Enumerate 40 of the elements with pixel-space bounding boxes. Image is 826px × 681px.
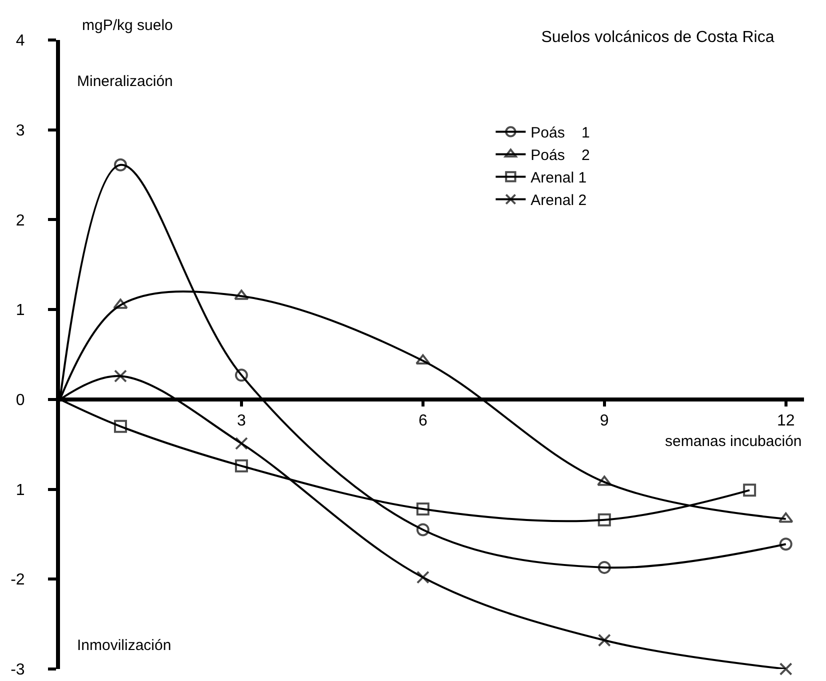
y-tick-label: -3 <box>10 662 25 679</box>
x-axis-title: semanas incubación <box>665 433 802 450</box>
point <box>416 502 430 516</box>
y-tick-label: 1 <box>16 302 25 320</box>
y-tick-label: 3 <box>16 122 25 140</box>
x-tick-label: 3 <box>237 412 246 430</box>
y-tick-label: -2 <box>10 572 25 589</box>
point <box>234 459 248 472</box>
legend-label: Poás 1 <box>530 124 590 142</box>
y-axis-title: mgP/kg suelo <box>82 17 173 34</box>
legend-label: Arenal 1 <box>530 170 587 187</box>
point <box>114 420 127 433</box>
y-tick-label: 2 <box>16 212 25 230</box>
point <box>743 484 756 497</box>
point <box>598 513 611 526</box>
x-tick-label: 9 <box>600 412 609 430</box>
point <box>598 634 611 647</box>
point <box>597 476 612 486</box>
point <box>778 512 794 523</box>
point <box>113 298 128 309</box>
point <box>234 290 249 300</box>
point <box>779 662 792 676</box>
x-tick-label: 12 <box>776 412 795 430</box>
y-tick-label: 0 <box>16 392 25 410</box>
chart-title: Suelos volcánicos de Costa Rica <box>541 28 774 46</box>
point <box>416 570 430 584</box>
point <box>598 560 611 574</box>
point <box>416 354 430 365</box>
annotation: Inmovilización <box>77 637 172 654</box>
y-tick-label: 1 <box>16 482 25 499</box>
annotation: Mineralización <box>77 73 173 90</box>
point <box>779 538 792 551</box>
legend-label: Arenal 2 <box>530 192 587 210</box>
point <box>114 158 127 172</box>
point <box>114 370 127 383</box>
x-tick-label: 6 <box>418 412 428 430</box>
legend-label: Poás 2 <box>530 147 590 164</box>
y-tick-label: 4 <box>16 32 25 50</box>
point <box>234 368 248 382</box>
point <box>416 523 430 536</box>
